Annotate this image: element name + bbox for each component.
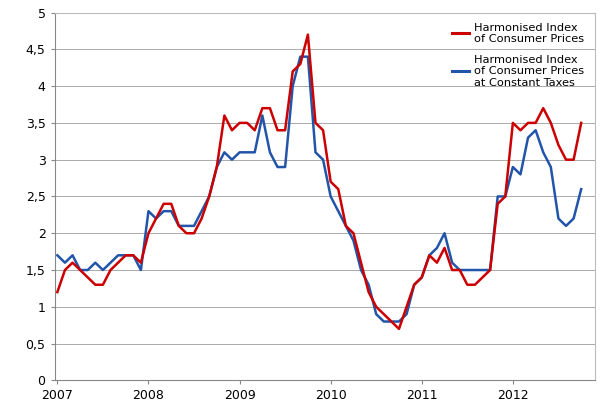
Legend: Harmonised Index
of Consumer Prices, Harmonised Index
of Consumer Prices
at Cons: Harmonised Index of Consumer Prices, Har… [447,18,589,92]
